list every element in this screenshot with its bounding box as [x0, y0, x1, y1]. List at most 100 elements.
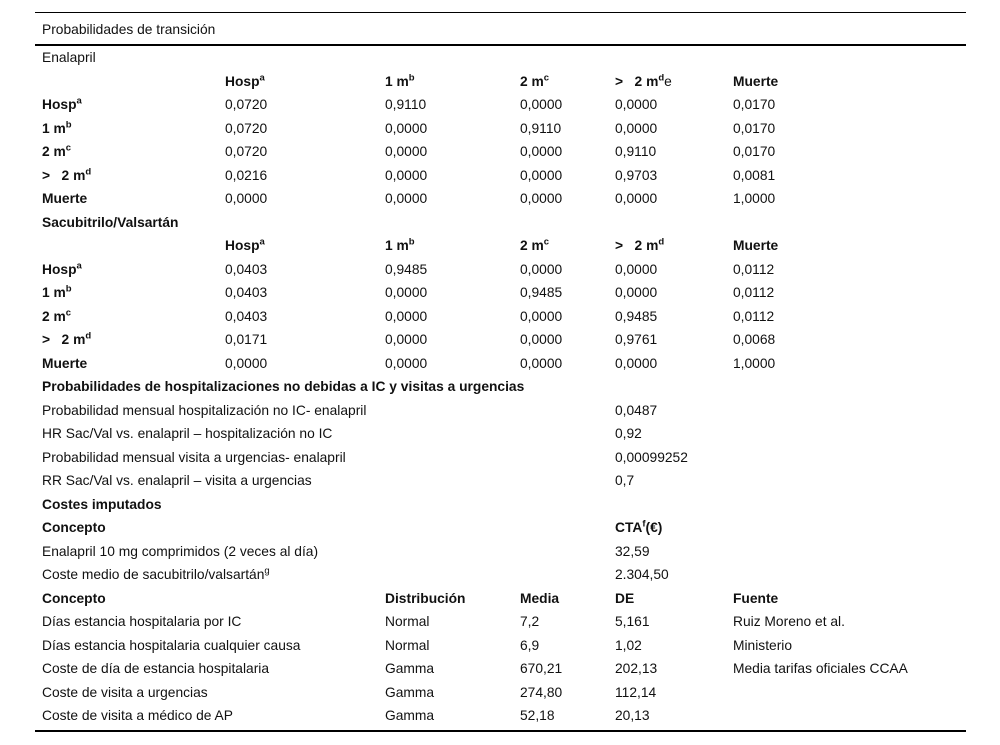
value-cell: [225, 46, 385, 70]
value-cell: Normal: [385, 614, 430, 629]
row-prob-visita-urgencias-enalapril: Probabilidad mensual visita a urgencias-…: [35, 446, 966, 470]
row-label: Días estancia hospitalaria cualquier cau…: [42, 637, 301, 653]
value-cell: 0,0000: [520, 332, 563, 347]
sacubitrilo-row-muerte: Muerte 0,0000 0,0000 0,0000 0,0000 1,0000: [35, 352, 966, 376]
row-label: HR Sac/Val vs. enalapril – hospitalizaci…: [42, 426, 333, 441]
value-cell: 0,0403: [225, 261, 268, 277]
value-cell: [225, 469, 385, 493]
value-cell: Ruiz Moreno et al.: [733, 614, 845, 629]
value-cell: [225, 493, 385, 517]
column-header: Hospa: [225, 236, 265, 253]
value-cell: 20,13: [615, 708, 650, 723]
value-cell: 0,0000: [225, 355, 268, 371]
value-cell: [615, 46, 733, 70]
column-header: > 2 md: [615, 236, 665, 253]
value-cell: 52,18: [520, 708, 555, 723]
value-cell: 0,9761: [615, 332, 658, 347]
value-cell: [520, 540, 615, 564]
enalapril-row-1m: 1 mb 0,0720 0,0000 0,9110 0,0000 0,0170: [35, 117, 966, 141]
row-label: Hospa: [42, 259, 82, 277]
value-cell: [733, 422, 966, 446]
value-cell: [225, 563, 385, 587]
value-cell: [733, 446, 966, 470]
value-cell: 202,13: [615, 661, 658, 676]
row-label: Costes imputados: [42, 496, 162, 512]
value-cell: [225, 540, 385, 564]
value-cell: [733, 46, 966, 70]
value-cell: 0,0000: [615, 191, 658, 206]
value-cell: [733, 211, 966, 235]
column-header: [225, 587, 385, 611]
row-label: Días estancia hospitalaria por IC: [42, 614, 242, 629]
row-label: Probabilidades de hospitalizaciones no d…: [42, 379, 525, 394]
value-cell: [385, 469, 520, 493]
row-label: RR Sac/Val vs. enalapril – visita a urge…: [42, 473, 312, 488]
value-cell: 0,0403: [225, 308, 268, 324]
row-label: Coste medio de sacubitrilo/valsartáng: [42, 565, 270, 582]
value-cell: [520, 211, 615, 235]
row-label: Enalapril 10 mg comprimidos (2 veces al …: [42, 543, 319, 559]
column-header: Distribución: [385, 590, 466, 606]
row-coste-visita-medico-ap: Coste de visita a médico de AP Gamma 52,18…: [35, 704, 966, 728]
value-cell: 0,0720: [225, 120, 268, 136]
value-cell: 0,0000: [520, 191, 563, 206]
row-coste-visita-urgencias: Coste de visita a urgencias Gamma 274,80 11…: [35, 681, 966, 705]
value-cell: 0,0000: [520, 308, 563, 324]
value-cell: 670,21: [520, 661, 563, 676]
value-cell: 1,0000: [733, 191, 776, 206]
value-cell: 0,0000: [520, 167, 563, 183]
value-cell: 274,80: [520, 684, 563, 700]
value-cell: Normal: [385, 637, 430, 653]
value-cell: 0,0000: [225, 191, 268, 206]
sacubitrilo-row-1m: 1 mb 0,0403 0,0000 0,9485 0,0000 0,0112: [35, 281, 966, 305]
value-cell: 7,2: [520, 614, 540, 629]
value-cell: 32,59: [615, 543, 650, 559]
value-cell: [385, 211, 520, 235]
row-enalapril-10mg: Enalapril 10 mg comprimidos (2 veces al …: [35, 540, 966, 564]
row-label: Coste de visita a urgencias: [42, 684, 208, 700]
section-hospitalizaciones-urgencias: Probabilidades de hospitalizaciones no d…: [35, 375, 966, 399]
row-label: > 2 md: [42, 165, 92, 183]
value-cell: 0,0000: [615, 285, 658, 300]
value-cell: Ministerio: [733, 637, 793, 653]
value-cell: Gamma: [385, 708, 435, 723]
value-cell: 1,0000: [733, 355, 776, 371]
sacubitrilo-matrix-header: Hospa 1 mb 2 mc > 2 md Muerte: [35, 234, 966, 258]
value-cell: [733, 493, 966, 517]
row-label: Enalapril: [42, 50, 96, 65]
column-header: 2 mc: [520, 71, 550, 89]
column-header: [225, 516, 385, 540]
value-cell: 0,0170: [733, 144, 776, 159]
value-cell: 0,0112: [733, 308, 775, 324]
column-header: Media: [520, 590, 560, 606]
value-cell: [225, 446, 385, 470]
value-cell: Gamma: [385, 661, 435, 676]
value-cell: 0,9485: [615, 308, 658, 324]
value-cell: 0,0720: [225, 97, 268, 112]
enalapril-row-gt2m: > 2 md 0,0216 0,0000 0,0000 0,9703 0,0081: [35, 164, 966, 188]
parameters-table: Probabilidades de transición Enalapril Ho…: [35, 12, 966, 732]
value-cell: [385, 375, 520, 399]
value-cell: 0,0171: [225, 332, 268, 347]
sacubitrilo-row-hosp: Hospa 0,0403 0,9485 0,0000 0,0000 0,0112: [35, 258, 966, 282]
column-header: [35, 70, 225, 94]
column-header: DE: [615, 590, 635, 606]
value-cell: [733, 704, 966, 728]
value-cell: 0,0720: [225, 144, 268, 159]
value-cell: [520, 422, 615, 446]
value-cell: 0,9110: [520, 120, 562, 136]
value-cell: 0,0000: [385, 285, 428, 300]
row-hr-sacval-hosp-no-ic: HR Sac/Val vs. enalapril – hospitalizaci…: [35, 422, 966, 446]
row-label: Hospa: [42, 95, 82, 112]
value-cell: 0,7: [615, 473, 635, 488]
value-cell: [733, 469, 966, 493]
value-cell: 0,0112: [733, 285, 775, 300]
value-cell: [615, 211, 733, 235]
value-cell: [520, 399, 615, 423]
value-cell: 1,02: [615, 637, 642, 653]
value-cell: 0,0000: [615, 120, 658, 136]
row-dias-estancia-cualquier-causa: Días estancia hospitalaria cualquier cau…: [35, 634, 966, 658]
value-cell: [520, 46, 615, 70]
row-label: Muerte: [42, 191, 88, 206]
value-cell: [225, 634, 385, 658]
